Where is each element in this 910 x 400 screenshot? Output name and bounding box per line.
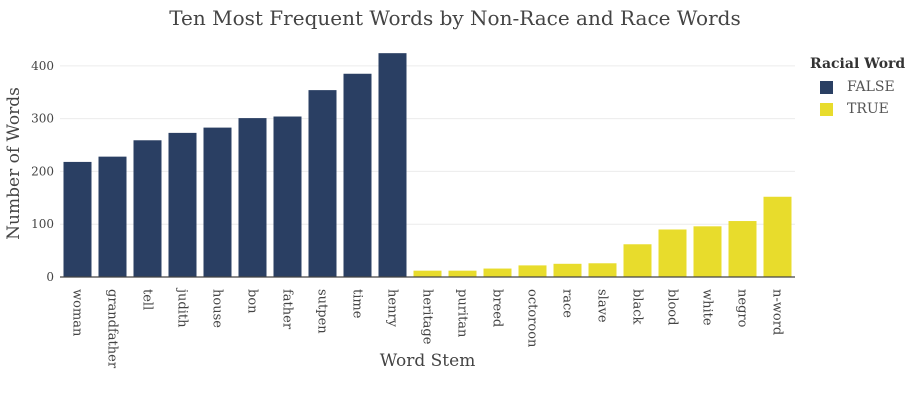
x-tick-label: woman (70, 289, 85, 337)
bar-white (693, 226, 722, 277)
x-tick-label: father (280, 289, 295, 330)
x-tick-label: henry (385, 289, 400, 328)
bar-woman (63, 161, 92, 277)
x-tick-label: judith (175, 287, 190, 328)
x-tick-label: bon (245, 289, 260, 314)
legend: Racial Word FALSE TRUE (810, 56, 905, 120)
x-tick-label: breed (490, 289, 505, 327)
y-tick-label: 0 (46, 270, 54, 284)
x-tick-label: octoroon (525, 289, 540, 348)
bar-slave (588, 263, 617, 277)
y-tick-label: 100 (31, 217, 54, 231)
legend-item-false[interactable]: FALSE (810, 76, 905, 98)
y-tick-label: 300 (31, 112, 54, 126)
x-tick-label: grandfather (105, 289, 120, 369)
bar-house (203, 127, 232, 277)
x-tick-label: puritan (455, 289, 470, 338)
x-tick-label: heritage (420, 289, 435, 345)
bar-henry (378, 53, 407, 277)
bar-time (343, 73, 372, 277)
bar-race (553, 263, 582, 277)
legend-label-true: TRUE (847, 101, 889, 117)
x-tick-label: sutpen (315, 289, 330, 334)
x-axis-title: Word Stem (380, 351, 476, 371)
legend-title: Racial Word (810, 56, 906, 72)
x-tick-label: time (350, 289, 365, 319)
bar-grandfather (98, 156, 127, 277)
bar-negro (728, 221, 757, 277)
x-tick-label: black (630, 289, 645, 325)
bar-puritan (448, 270, 477, 277)
x-tick-label: house (210, 289, 225, 328)
x-tick-label: blood (665, 289, 680, 325)
y-axis-title: Number of Words (4, 87, 24, 240)
x-tick-label: race (560, 289, 575, 318)
bar-father (273, 116, 302, 277)
bar-bon (238, 118, 267, 277)
bar-sutpen (308, 90, 337, 277)
bar-blood (658, 229, 687, 277)
chart-title: Ten Most Frequent Words by Non-Race and … (169, 6, 741, 30)
bar-breed (483, 268, 512, 277)
legend-swatch-false (820, 80, 833, 94)
x-tick-label: white (700, 289, 715, 326)
x-tick-label: n-word (770, 289, 785, 335)
bar-heritage (413, 270, 442, 277)
bar-octoroon (518, 265, 547, 277)
x-tick-label: slave (595, 289, 610, 323)
bar-tell (133, 140, 162, 277)
y-tick-label: 200 (31, 164, 54, 178)
x-tick-label: negro (735, 289, 750, 328)
x-tick-label: tell (140, 289, 155, 310)
legend-label-false: FALSE (847, 79, 895, 95)
bar-black (623, 244, 652, 277)
legend-item-true[interactable]: TRUE (810, 98, 905, 120)
bar-judith (168, 132, 197, 277)
y-tick-label: 400 (31, 59, 54, 73)
legend-swatch-true (820, 102, 833, 116)
bar-n-word (763, 196, 792, 277)
